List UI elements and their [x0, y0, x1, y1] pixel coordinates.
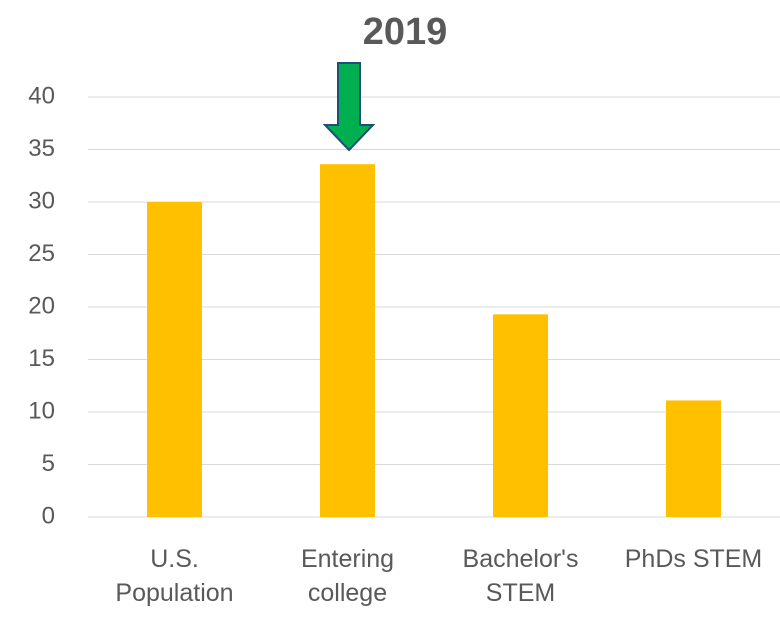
bar — [147, 202, 202, 517]
arrow — [322, 62, 376, 152]
y-tick-label: 25 — [28, 240, 55, 267]
x-tick-label: PhDs STEM — [624, 545, 763, 573]
y-tick-label: 0 — [42, 502, 55, 529]
y-tick-label: 15 — [28, 345, 55, 372]
x-tick-label: Entering college — [300, 545, 395, 607]
bar — [493, 314, 548, 517]
y-tick-label: 5 — [42, 450, 55, 477]
y-tick-label: 20 — [28, 292, 55, 319]
bar — [666, 400, 721, 517]
x-tick-label: U.S. Population — [115, 545, 234, 607]
y-tick-label: 30 — [28, 187, 55, 214]
chart-title: 2019 — [363, 11, 448, 53]
x-tick-label: Bachelor's STEM — [462, 545, 579, 607]
y-tick-label: 40 — [28, 82, 55, 109]
bar — [320, 164, 375, 517]
bars — [147, 164, 721, 517]
grid — [88, 96, 780, 518]
y-tick-label: 35 — [28, 135, 55, 162]
y-tick-label: 10 — [28, 397, 55, 424]
